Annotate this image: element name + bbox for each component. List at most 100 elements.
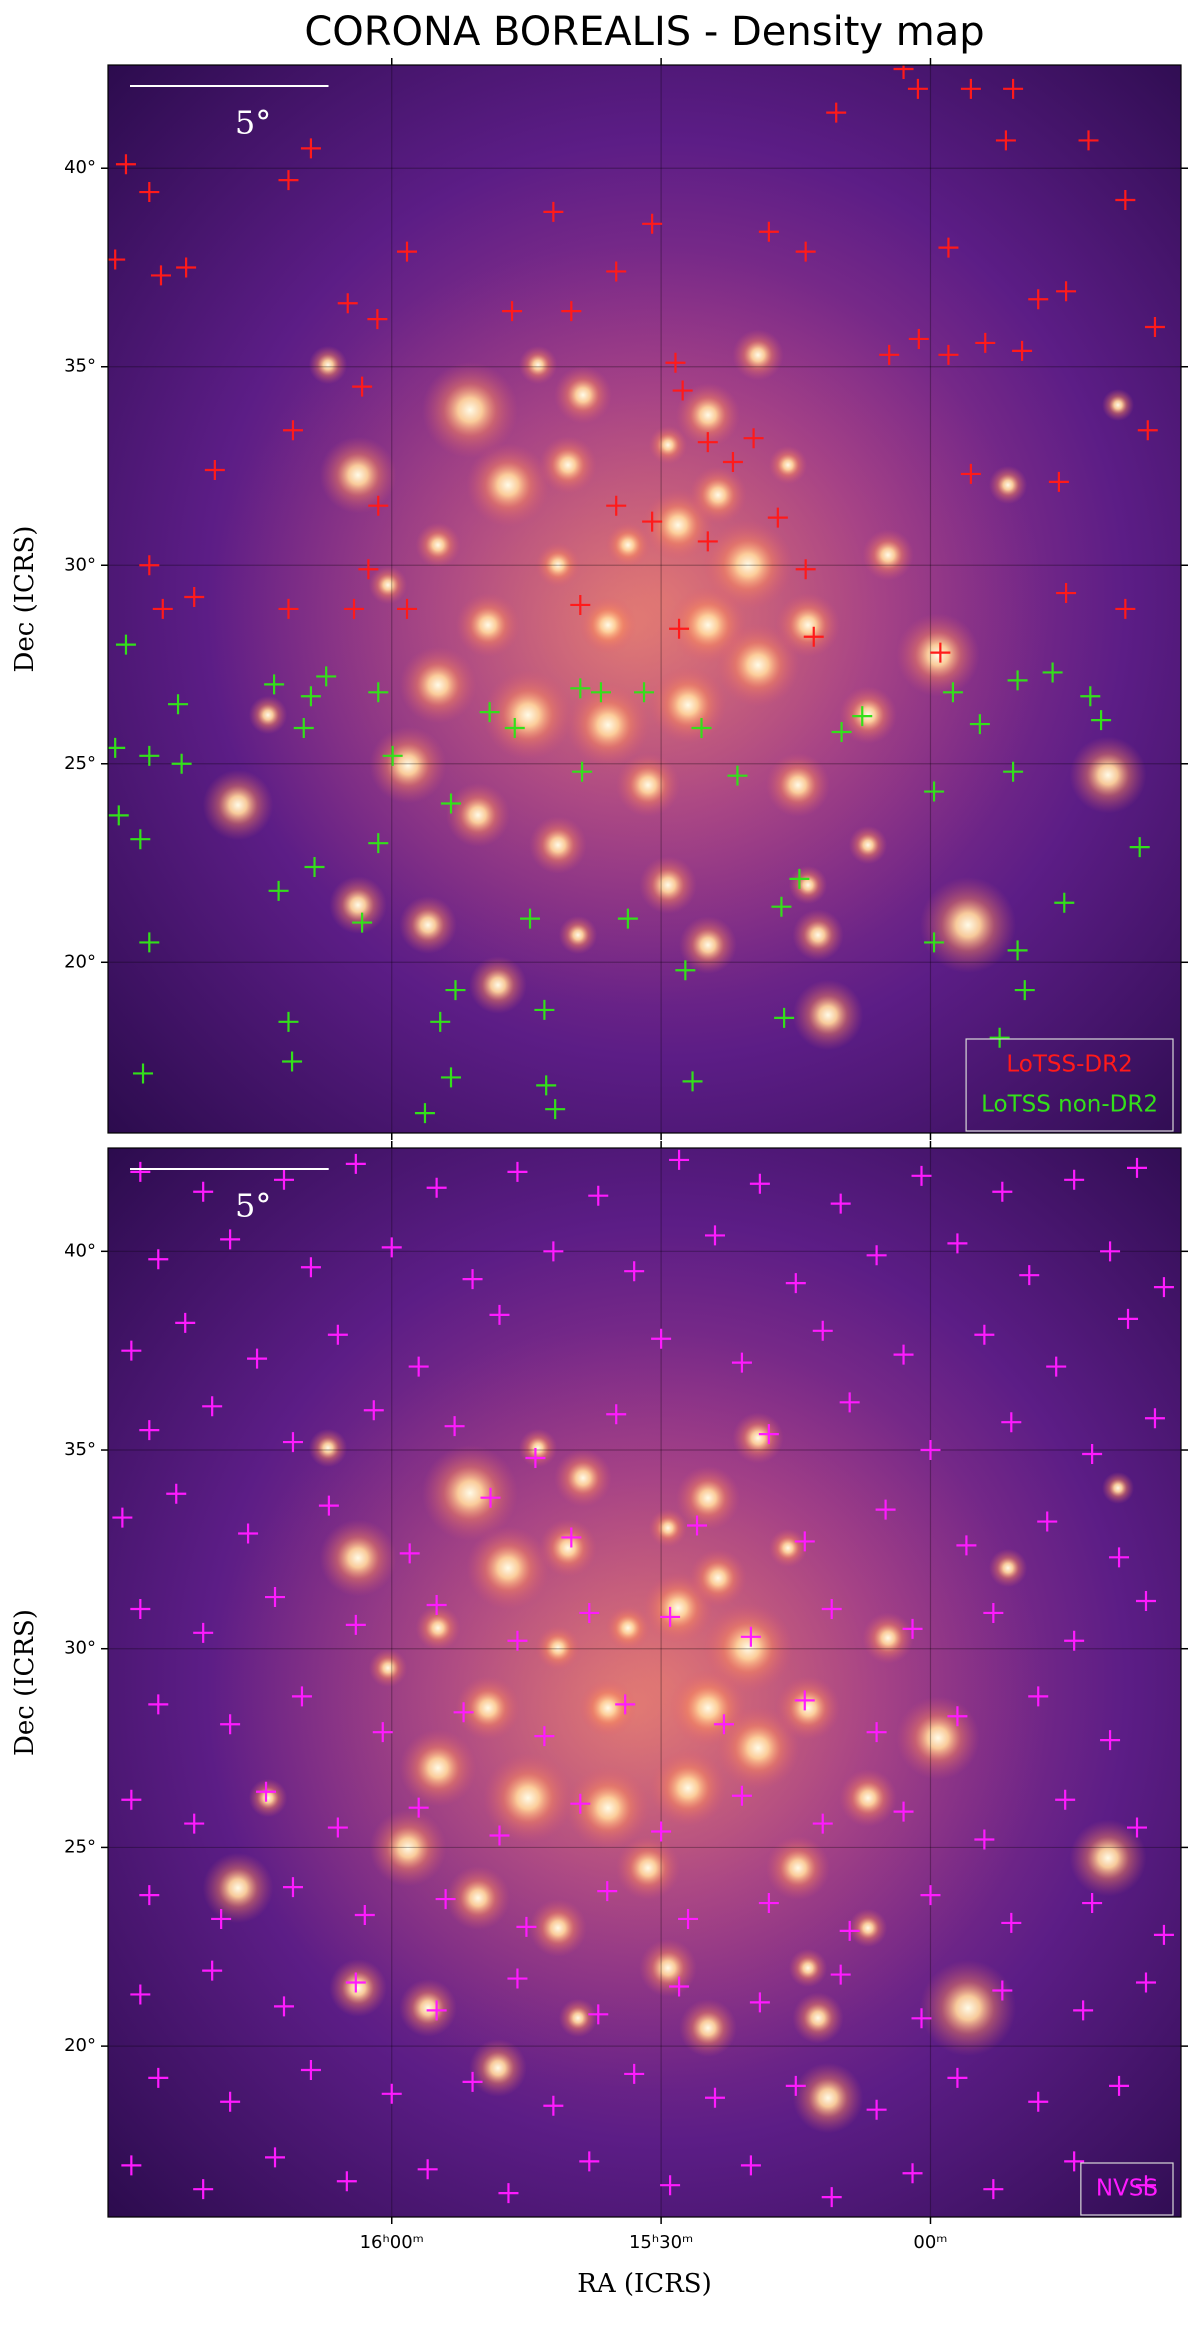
glow <box>579 596 637 654</box>
glow <box>862 529 914 581</box>
source-marker <box>316 666 337 687</box>
source-marker <box>821 2187 842 2208</box>
source-marker <box>920 1440 941 1461</box>
source-marker <box>920 1885 941 1906</box>
glow <box>446 783 510 847</box>
source-marker <box>507 1968 528 1989</box>
source-marker <box>247 1348 268 1369</box>
glow <box>539 1519 597 1577</box>
source-marker <box>771 896 792 917</box>
source-marker <box>1135 1972 1156 1993</box>
glow <box>399 1979 457 2037</box>
source-marker <box>579 2151 600 2172</box>
source-marker <box>543 2095 564 2116</box>
glow <box>896 1696 980 1780</box>
source-marker <box>545 1099 566 1120</box>
source-marker <box>480 1487 501 1508</box>
source-marker <box>665 352 686 373</box>
source-marker <box>983 1602 1004 1623</box>
source-marker <box>273 1996 294 2017</box>
glow <box>469 956 527 1014</box>
glow <box>202 1852 274 1924</box>
source-marker <box>660 2175 681 2196</box>
source-marker <box>839 1920 860 1941</box>
source-marker <box>397 241 418 262</box>
legend: NVSS <box>1080 2162 1174 2216</box>
glow <box>639 856 697 914</box>
glow <box>369 726 447 804</box>
glow <box>1102 1472 1134 1504</box>
source-marker <box>812 1813 833 1834</box>
source-marker <box>902 2163 923 2184</box>
source-marker <box>704 1225 725 1246</box>
glow <box>399 1729 477 1807</box>
source-marker <box>642 213 663 234</box>
source-marker <box>893 65 914 79</box>
source-marker <box>911 1165 932 1186</box>
source-marker <box>462 2071 483 2092</box>
source-marker <box>282 420 303 441</box>
source-marker <box>367 309 388 330</box>
source-marker <box>969 714 990 735</box>
source-marker <box>974 1324 995 1345</box>
source-marker <box>1135 1591 1156 1612</box>
source-marker <box>1064 1169 1085 1190</box>
source-marker <box>1028 289 1049 310</box>
glow <box>1069 1819 1147 1897</box>
source-marker <box>193 2179 214 2200</box>
source-marker <box>570 678 591 699</box>
source-marker <box>345 1614 366 1635</box>
y-tick-label: 40° <box>64 157 96 178</box>
source-marker <box>672 380 693 401</box>
source-marker <box>697 432 718 453</box>
scale-bar-label: 5° <box>235 104 271 142</box>
source-marker <box>669 1149 690 1170</box>
source-marker <box>1001 1912 1022 1933</box>
source-marker <box>1019 1265 1040 1286</box>
source-marker <box>989 1027 1010 1048</box>
source-marker <box>498 2183 519 2204</box>
source-marker <box>1046 1356 1067 1377</box>
legend-box <box>1080 2162 1174 2216</box>
source-marker <box>382 745 403 766</box>
source-marker <box>722 452 743 473</box>
panel-frame <box>107 1147 1182 2218</box>
glow <box>566 683 650 767</box>
glow <box>848 825 888 865</box>
source-marker <box>220 2091 241 2112</box>
source-marker <box>130 1161 151 1182</box>
source-marker <box>572 761 593 782</box>
source-marker <box>974 1829 995 1850</box>
source-marker <box>435 1889 456 1910</box>
glow <box>766 1836 830 1900</box>
source-marker <box>1056 281 1077 302</box>
source-marker <box>202 1396 223 1417</box>
glow <box>676 1466 740 1530</box>
plot-area <box>108 65 1181 1133</box>
source-marker <box>785 2075 806 2096</box>
source-marker <box>543 201 564 222</box>
y-tick-label: 20° <box>64 951 96 972</box>
y-tick-label: 35° <box>64 356 96 377</box>
glow <box>329 1959 387 2017</box>
source-marker <box>669 1976 690 1997</box>
source-marker <box>381 2083 402 2104</box>
source-marker <box>345 1153 366 1174</box>
source-marker <box>924 932 945 953</box>
source-marker <box>534 999 555 1020</box>
source-marker <box>1153 1924 1174 1945</box>
source-marker <box>758 1893 779 1914</box>
source-marker <box>1064 1630 1085 1651</box>
source-marker <box>282 1432 303 1453</box>
glow <box>469 2039 527 2097</box>
source-marker <box>826 102 847 123</box>
source-marker <box>794 1531 815 1552</box>
source-marker <box>606 261 627 282</box>
glow <box>732 329 784 381</box>
y-tick-label: 35° <box>64 1439 96 1460</box>
source-marker <box>831 722 852 743</box>
glow <box>579 1679 637 1737</box>
glow <box>679 1999 737 2057</box>
source-marker <box>256 1781 277 1802</box>
glow <box>776 1676 840 1740</box>
